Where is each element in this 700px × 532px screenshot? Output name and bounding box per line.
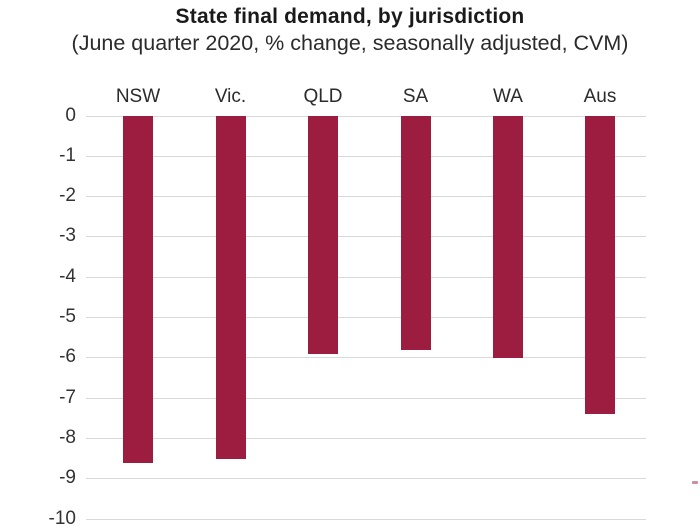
y-axis-tick-label: -8 — [59, 426, 76, 448]
gridline — [86, 115, 646, 117]
y-axis-tick-label: -5 — [59, 306, 76, 327]
y-axis-tick-label: -10 — [48, 507, 76, 529]
y-axis-tick-label: -1 — [59, 144, 76, 166]
bar-sa — [400, 116, 431, 350]
chart-subtitle: (June quarter 2020, % change, seasonally… — [71, 31, 629, 55]
category-label: Aus — [583, 86, 617, 107]
category-label: Vic. — [214, 86, 247, 107]
y-axis-tick-label: -4 — [59, 265, 76, 287]
gridline — [86, 236, 646, 238]
y-axis-tick-label: -7 — [59, 386, 76, 408]
category-label: QLD — [303, 86, 343, 107]
gridline — [86, 518, 646, 520]
bar-qld — [308, 116, 338, 354]
gridline — [86, 276, 646, 278]
category-label: NSW — [115, 86, 161, 107]
gridline — [86, 357, 646, 359]
gridline — [86, 196, 646, 198]
gridline — [86, 478, 646, 480]
bar-wa — [493, 116, 523, 358]
category-label: SA — [402, 86, 429, 107]
y-axis-tick-label: -6 — [59, 346, 76, 368]
bar-aus — [585, 116, 615, 415]
y-axis-tick-label: -9 — [59, 467, 76, 489]
bar-vic — [215, 116, 246, 459]
bar-nsw — [123, 116, 153, 463]
category-label: WA — [493, 86, 523, 107]
gridline — [86, 155, 646, 157]
y-axis-tick-label: -2 — [59, 185, 76, 207]
y-axis-tick-label: 0 — [65, 104, 76, 126]
gridline — [86, 397, 646, 399]
gridline — [86, 317, 646, 318]
chart-title: State final demand, by jurisdiction — [175, 5, 525, 28]
stray-mark — [692, 481, 698, 484]
gridline — [86, 437, 646, 439]
y-axis-tick-label: -3 — [59, 225, 76, 247]
